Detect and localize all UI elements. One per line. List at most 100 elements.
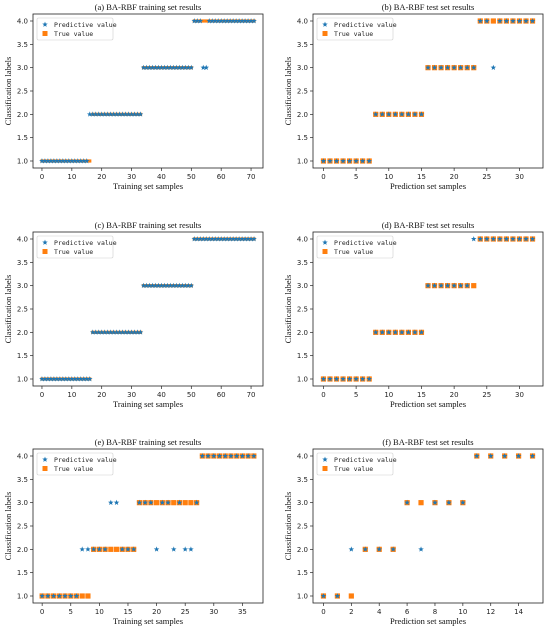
predictive-value-point: [516, 18, 523, 24]
y-tick-label: 4.0: [297, 236, 308, 244]
true-value-point: [201, 19, 205, 23]
predictive-value-point: [390, 546, 396, 552]
legend-square-icon: [42, 466, 48, 471]
x-tick-label: 15: [124, 608, 133, 616]
predictive-value-point: [98, 329, 105, 335]
predictive-value-point: [136, 499, 143, 506]
true-value-point: [171, 500, 177, 506]
predictive-value-point: [63, 158, 69, 164]
predictive-value-point: [107, 329, 114, 335]
predictive-value-point: [128, 329, 135, 335]
predictive-value-point: [176, 64, 183, 71]
predictive-value-point: [501, 453, 508, 459]
predictive-value-point: [224, 18, 230, 24]
predictive-value-point: [474, 453, 480, 459]
predictive-value-point: [386, 111, 392, 117]
x-tick-label: 0: [40, 391, 44, 399]
predictive-value-point: [221, 236, 227, 242]
legend-entry: Predictive value: [334, 456, 397, 464]
predictive-value-point: [113, 111, 120, 117]
chart-panel: (c) BA-RBF training set results 0 10 20 30 40…: [3, 220, 264, 409]
legend-star-icon: [322, 456, 328, 462]
predictive-value-point: [203, 236, 209, 242]
legend-box: [36, 17, 114, 41]
y-tick-label: 2.0: [17, 546, 28, 554]
predictive-value-point: [209, 18, 215, 24]
predictive-value-point: [212, 236, 218, 242]
predictive-value-point: [89, 111, 96, 117]
chart-title: (c) BA-RBF training set results: [95, 220, 202, 230]
y-tick-label: 1.0: [297, 376, 308, 384]
predictive-value-point: [54, 376, 60, 382]
predictive-value-point: [470, 236, 477, 242]
predictive-value-point: [333, 158, 340, 164]
predictive-value-point: [72, 158, 78, 164]
predictive-value-point: [228, 453, 234, 459]
x-tick-label: 30: [515, 173, 524, 181]
chart-title: (f) BA-RBF test set results: [382, 437, 473, 447]
predictive-value-point: [346, 158, 353, 164]
predictive-value-point: [182, 546, 188, 552]
x-tick-label: 30: [127, 391, 136, 399]
predictive-value-point: [56, 593, 63, 599]
y-axis-label: Classification labels: [3, 57, 13, 126]
predictive-value-point: [149, 64, 156, 71]
x-tick-label: 15: [417, 391, 426, 399]
predictive-value-point: [446, 499, 452, 506]
predictive-value-point: [248, 236, 254, 242]
predictive-value-point: [167, 64, 174, 71]
x-axis-label: Training set samples: [113, 399, 183, 409]
predictive-value-point: [63, 376, 69, 382]
predictive-value-point: [137, 329, 144, 335]
legend-entry: True value: [334, 30, 373, 38]
true-value-point: [79, 593, 85, 599]
predictive-value-point: [125, 329, 132, 335]
x-tick-label: 25: [482, 173, 491, 181]
true-value-point: [182, 500, 188, 506]
x-axis-label: Prediction set samples: [390, 399, 466, 409]
predictive-value-point: [134, 111, 141, 117]
predictive-value-point: [320, 158, 327, 164]
predictive-value-point: [158, 282, 165, 289]
y-axis-label: Classification labels: [283, 275, 293, 344]
predictive-value-point: [69, 376, 75, 382]
predictive-value-point: [359, 376, 366, 382]
predictive-value-point: [185, 64, 192, 71]
predictive-value-point: [79, 546, 85, 552]
legend-star-icon: [322, 21, 328, 27]
predictive-value-point: [320, 593, 327, 599]
predictive-value-point: [84, 376, 90, 382]
predictive-value-point: [148, 499, 154, 506]
legend-entry: Predictive value: [54, 456, 117, 464]
predictive-value-point: [460, 499, 466, 506]
true-value-point: [113, 546, 120, 552]
predictive-value-point: [155, 282, 162, 289]
predictive-value-point: [170, 282, 177, 289]
predictive-value-point: [131, 111, 138, 117]
predictive-value-point: [101, 111, 108, 117]
predictive-value-point: [503, 18, 510, 24]
predictive-value-point: [529, 236, 536, 242]
predictive-value-point: [203, 64, 209, 71]
predictive-value-point: [62, 593, 68, 599]
predictive-value-point: [51, 158, 57, 164]
predictive-value-point: [155, 64, 162, 71]
predictive-value-point: [134, 329, 141, 335]
predictive-value-point: [159, 499, 166, 506]
predictive-value-point: [251, 236, 257, 242]
predictive-value-point: [137, 111, 144, 117]
predictive-value-point: [245, 453, 251, 459]
predictive-value-point: [92, 329, 99, 335]
x-tick-label: 70: [247, 391, 256, 399]
legend-entry: Predictive value: [54, 239, 117, 247]
predictive-value-point: [212, 18, 218, 24]
x-tick-label: 0: [321, 173, 325, 181]
predictive-value-point: [102, 546, 108, 552]
predictive-value-point: [242, 236, 248, 242]
legend-entry: Predictive value: [334, 21, 397, 29]
predictive-value-point: [188, 64, 195, 71]
predictive-value-point: [146, 64, 153, 71]
